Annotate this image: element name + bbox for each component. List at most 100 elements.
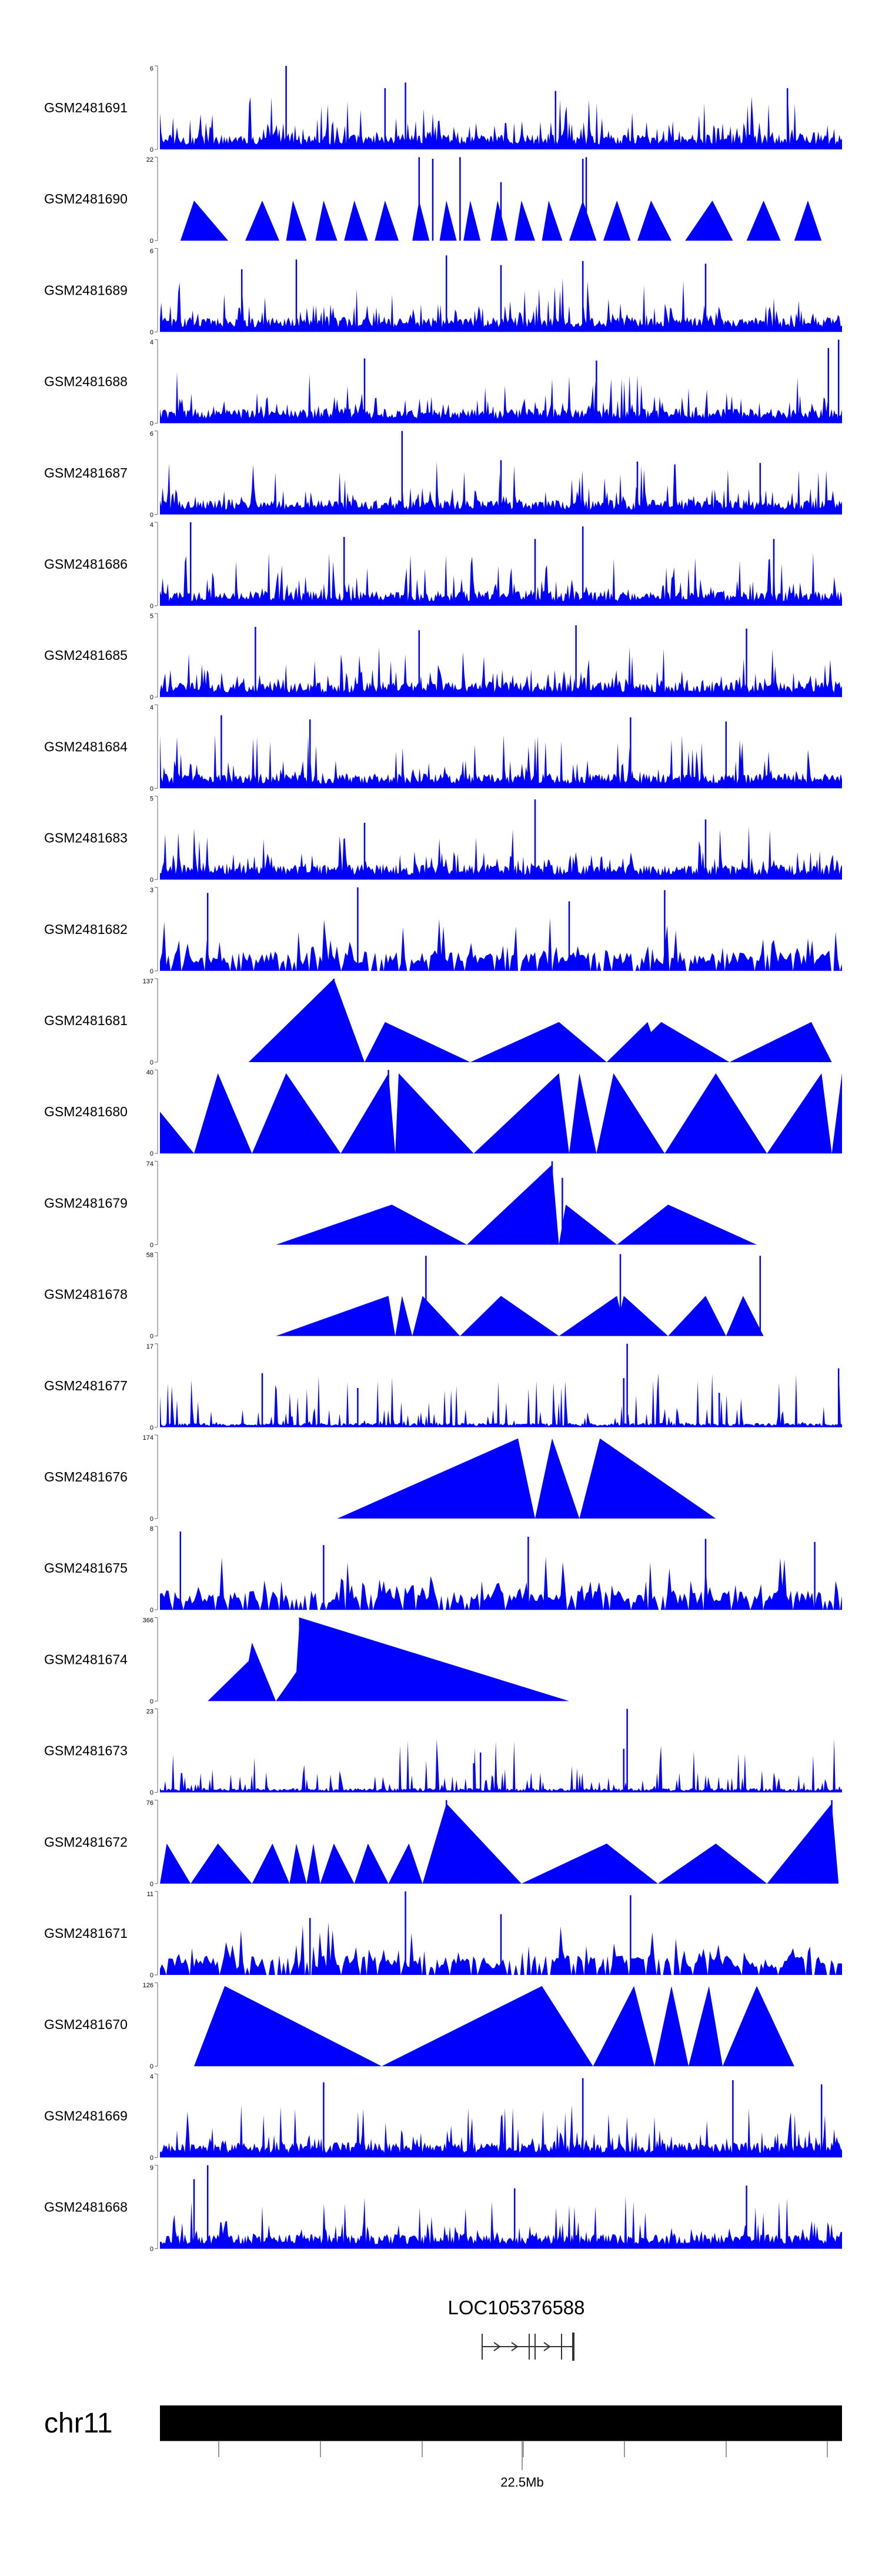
track-label: GSM2481677 <box>44 1378 128 1393</box>
track-GSM2481673: GSM2481673 23 0 <box>44 1709 842 1797</box>
y-axis-min-label: 0 <box>150 968 153 975</box>
coverage-area <box>160 1803 842 1884</box>
track-label: GSM2481687 <box>44 465 128 481</box>
y-axis-max-label: 137 <box>143 978 153 985</box>
coverage-tracks: GSM248169160GSM2481690220GSM248168960GSM… <box>44 65 842 2253</box>
coverage-area <box>160 1617 842 1701</box>
y-axis-max-label: 22 <box>146 156 153 163</box>
track-GSM2481681: GSM2481681 137 0 <box>44 978 842 1066</box>
track-label: GSM2481682 <box>44 922 128 937</box>
track-label: GSM2481685 <box>44 648 128 663</box>
coverage-area <box>160 1557 842 1610</box>
track-label: GSM2481675 <box>44 1560 128 1576</box>
y-axis-max-label: 76 <box>146 1800 153 1807</box>
track-GSM2481689: GSM2481689 6 0 <box>44 248 842 336</box>
track-label: GSM2481678 <box>44 1287 128 1302</box>
chromosome-label: chr11 <box>44 2408 113 2439</box>
track-label: GSM2481674 <box>44 1651 128 1667</box>
y-axis-min-label: 0 <box>150 2154 153 2161</box>
track-GSM2481683: GSM2481683 5 0 <box>44 796 842 884</box>
y-axis-max-label: 8 <box>150 1526 153 1533</box>
y-axis-max-label: 5 <box>150 796 153 803</box>
genome-axis-label: 22.5Mb <box>500 2475 543 2490</box>
y-axis-min-label: 0 <box>150 1972 153 1979</box>
y-axis-min-label: 0 <box>150 1059 153 1066</box>
gene-label: LOC105376588 <box>447 2297 584 2318</box>
y-axis-min-label: 0 <box>150 603 153 610</box>
track-GSM2481688: GSM2481688 4 0 <box>44 339 842 428</box>
coverage-area <box>160 647 842 698</box>
y-axis-min-label: 0 <box>150 785 153 792</box>
track-GSM2481671: GSM2481671 11 0 <box>44 1891 842 1979</box>
y-axis-min-label: 0 <box>150 1698 153 1705</box>
track-GSM2481668: GSM2481668 9 0 <box>44 2165 842 2253</box>
y-axis-max-label: 4 <box>150 522 153 529</box>
y-axis-max-label: 6 <box>150 248 153 255</box>
y-axis-max-label: 4 <box>150 339 153 346</box>
track-GSM2481676: GSM2481676 174 0 <box>44 1434 842 1523</box>
y-axis-max-label: 4 <box>150 704 153 711</box>
y-axis-max-label: 4 <box>150 2073 153 2080</box>
gene-annotation: LOC105376588 <box>447 2297 585 2361</box>
chromosome-ideogram: chr11 22.5Mb <box>44 2405 842 2490</box>
y-axis-max-label: 126 <box>143 1982 153 1989</box>
track-label: GSM2481676 <box>44 1469 128 1484</box>
coverage-area <box>160 1922 842 1975</box>
y-axis-max-label: 11 <box>147 1891 153 1898</box>
track-GSM2481677: GSM2481677 17 0 <box>44 1343 842 1432</box>
track-label: GSM2481669 <box>44 2108 128 2123</box>
track-label: GSM2481671 <box>44 1926 128 1941</box>
y-axis-min-label: 0 <box>150 512 153 519</box>
track-label: GSM2481688 <box>44 374 128 389</box>
y-axis-max-label: 58 <box>146 1252 153 1259</box>
track-label: GSM2481673 <box>44 1743 128 1759</box>
y-axis-max-label: 5 <box>150 613 153 620</box>
coverage-area <box>160 1986 842 2067</box>
track-label: GSM2481670 <box>44 2017 128 2032</box>
coverage-area <box>160 1438 842 1519</box>
y-axis-min-label: 0 <box>150 1881 153 1888</box>
y-axis-min-label: 0 <box>150 1424 153 1432</box>
track-label: GSM2481672 <box>44 1834 128 1850</box>
coverage-area <box>160 735 842 789</box>
track-GSM2481682: GSM2481682 3 0 <box>44 887 842 975</box>
track-label: GSM2481686 <box>44 556 128 572</box>
coverage-area <box>160 461 842 515</box>
y-axis-max-label: 40 <box>146 1069 153 1076</box>
coverage-area <box>160 918 842 971</box>
track-label: GSM2481691 <box>44 100 128 115</box>
y-axis-min-label: 0 <box>150 2246 153 2253</box>
y-axis-max-label: 6 <box>150 65 153 72</box>
track-GSM2481690: GSM2481690 22 0 <box>44 156 842 245</box>
coverage-area <box>160 826 842 880</box>
y-axis-min-label: 0 <box>150 421 153 428</box>
y-axis-min-label: 0 <box>150 329 153 336</box>
track-GSM2481672: GSM2481672 76 0 <box>44 1800 842 1888</box>
y-axis-max-label: 17 <box>146 1343 153 1350</box>
genome-axis-ticks <box>218 2441 828 2470</box>
y-axis-max-label: 23 <box>146 1709 153 1716</box>
track-GSM2481674: GSM2481674 366 0 <box>44 1617 842 1705</box>
track-GSM2481670: GSM2481670 126 0 <box>44 1982 842 2070</box>
track-label: GSM2481668 <box>44 2200 128 2215</box>
gene-model <box>482 2333 574 2361</box>
track-label: GSM2481680 <box>44 1104 128 1119</box>
track-label: GSM2481683 <box>44 830 128 846</box>
track-GSM2481684: GSM2481684 4 0 <box>44 704 842 792</box>
track-label: GSM2481690 <box>44 191 128 206</box>
track-GSM2481686: GSM2481686 4 0 <box>44 522 842 610</box>
y-axis-min-label: 0 <box>150 146 153 154</box>
coverage-area <box>160 2195 842 2249</box>
coverage-area <box>160 1164 842 1245</box>
y-axis-min-label: 0 <box>150 1607 153 1614</box>
track-label: GSM2481679 <box>44 1195 128 1210</box>
y-axis-min-label: 0 <box>150 1333 153 1340</box>
y-axis-min-label: 0 <box>150 694 153 701</box>
track-GSM2481678: GSM2481678 58 0 <box>44 1252 842 1340</box>
y-axis-max-label: 174 <box>143 1434 153 1442</box>
coverage-area <box>160 1296 842 1336</box>
coverage-area <box>160 979 842 1062</box>
coverage-area <box>160 278 842 332</box>
y-axis-min-label: 0 <box>150 1790 153 1797</box>
